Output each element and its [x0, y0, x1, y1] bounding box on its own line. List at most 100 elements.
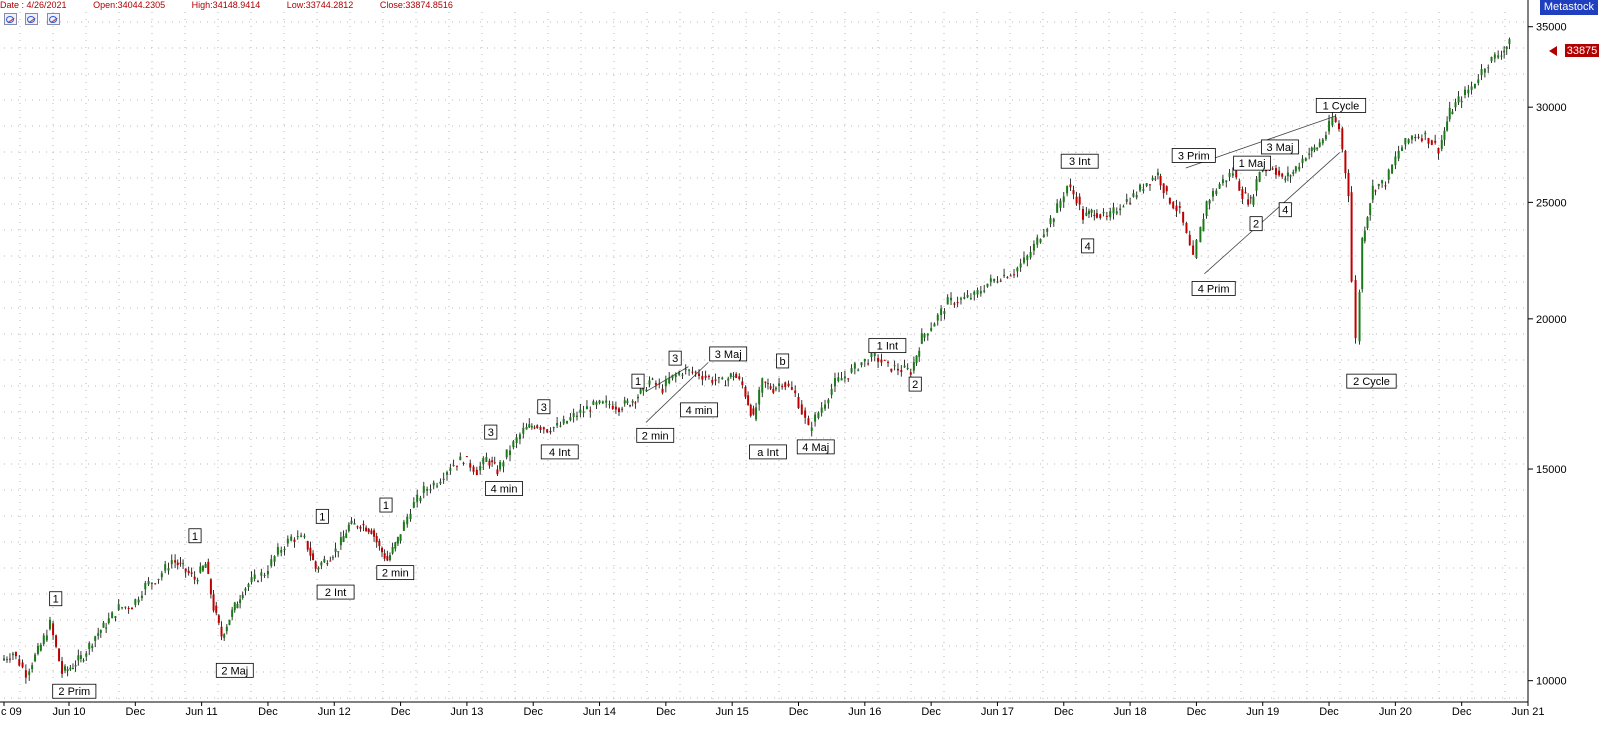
- wave-label: 1 Int: [868, 338, 907, 354]
- price-bar-body: [365, 527, 368, 532]
- price-bar-body: [698, 373, 701, 377]
- price-bar-body: [518, 434, 521, 440]
- price-bar-body: [1318, 142, 1321, 147]
- wave-label-text: 4 min: [686, 405, 713, 417]
- price-bar-body: [639, 389, 642, 394]
- price-bar-body: [1182, 211, 1185, 223]
- price-bar-body: [1477, 79, 1480, 84]
- price-bar-body: [1271, 168, 1274, 170]
- wave-label-box: [1171, 148, 1216, 163]
- price-bar-body: [196, 580, 199, 582]
- price-bar-body: [1039, 239, 1042, 243]
- price-bar-body: [999, 280, 1002, 282]
- price-bar-body: [482, 458, 485, 465]
- price-bar-body: [772, 389, 775, 393]
- price-bar-body: [1069, 184, 1072, 188]
- price-bar-body: [530, 425, 533, 428]
- price-bar-body: [900, 370, 903, 373]
- price-bar-body: [1440, 139, 1443, 149]
- wave-label-box: [49, 591, 63, 607]
- price-bar-body: [681, 374, 684, 376]
- overlay-tool-icon[interactable]: [25, 13, 39, 25]
- price-bar-body: [542, 427, 545, 430]
- price-bar-body: [1139, 184, 1142, 191]
- price-bar-body: [306, 541, 309, 550]
- price-bar-body: [359, 526, 362, 529]
- price-bar-body: [231, 609, 234, 617]
- indicator-tool-icon[interactable]: [4, 13, 17, 25]
- price-bar-body: [761, 378, 764, 393]
- price-bar-body: [582, 411, 585, 413]
- price-bar-body: [455, 465, 458, 467]
- x-tick-label: Dec: [523, 706, 543, 718]
- wave-label-box: [52, 683, 97, 699]
- trendline: [645, 366, 689, 392]
- price-bar-body: [199, 566, 202, 573]
- price-bar-body: [912, 362, 915, 371]
- wave-label-text: 1: [192, 531, 198, 543]
- wave-label-box: [668, 350, 682, 366]
- price-bar-body: [1148, 184, 1151, 186]
- price-bar-body: [1241, 189, 1244, 200]
- price-bar-body: [790, 387, 793, 390]
- price-bar-body: [546, 429, 549, 433]
- expert-tool-icon[interactable]: [46, 13, 60, 25]
- price-bar-body: [429, 489, 432, 491]
- x-tick-label: Jun 15: [716, 706, 749, 718]
- price-bar-body: [774, 387, 777, 390]
- price-bar-body: [356, 526, 359, 528]
- price-bar-body: [280, 550, 283, 553]
- price-bar-body: [536, 425, 539, 428]
- wave-label-text: 3 Int: [1069, 156, 1090, 168]
- price-bar-body: [88, 642, 91, 650]
- price-bar-body: [1175, 205, 1178, 212]
- y-tick-label: 20000: [1536, 314, 1567, 326]
- price-bar-body: [769, 386, 772, 389]
- price-bar-body: [52, 623, 55, 636]
- price-bar-body: [244, 588, 247, 591]
- wave-label: 1: [188, 528, 202, 544]
- price-bar-body: [1400, 147, 1403, 151]
- price-bar-body: [1042, 234, 1045, 238]
- header-date: Date : 4/26/2021: [0, 0, 67, 10]
- wave-label-box: [1249, 216, 1263, 232]
- price-bar-body: [1151, 177, 1154, 180]
- price-bar-body: [1049, 218, 1052, 224]
- price-bar-body: [658, 383, 661, 385]
- price-bar-body: [353, 523, 356, 525]
- price-bar-body: [617, 408, 620, 412]
- wave-label: 2 Cycle: [1346, 373, 1397, 389]
- header-high: High:34148.9414: [191, 0, 261, 10]
- price-bar-body: [611, 405, 614, 409]
- price-bar-body: [1165, 186, 1168, 192]
- price-bar-body: [111, 612, 114, 619]
- price-bar-body: [1354, 280, 1357, 339]
- price-bar-body: [1078, 196, 1081, 205]
- wave-label-text: 2 min: [382, 568, 409, 580]
- price-bar-body: [810, 427, 813, 431]
- price-bar-body: [1437, 147, 1440, 154]
- price-bar-body: [402, 521, 405, 531]
- price-bar-body: [883, 359, 886, 361]
- price-bar-body: [621, 408, 624, 410]
- price-bar-body: [860, 362, 863, 366]
- price-bar-body: [1503, 50, 1506, 53]
- price-bar-body: [432, 482, 435, 486]
- price-bar-body: [204, 563, 207, 568]
- price-bar-body: [99, 630, 102, 633]
- price-bar-body: [1324, 135, 1327, 139]
- price-bar-body: [14, 651, 17, 657]
- last-price-box: [1565, 44, 1599, 57]
- price-bar-body: [559, 425, 562, 427]
- price-bar-body: [1497, 55, 1500, 58]
- price-bar-body: [764, 381, 767, 383]
- wave-label-box: [1278, 202, 1292, 218]
- price-bar-body: [309, 547, 312, 556]
- wave-label-box: [484, 424, 498, 440]
- price-bar-body: [1281, 173, 1284, 177]
- price-bar-body: [388, 555, 391, 561]
- price-bar-body: [102, 622, 105, 628]
- price-bar-body: [1168, 197, 1171, 204]
- price-bar-body: [946, 297, 949, 305]
